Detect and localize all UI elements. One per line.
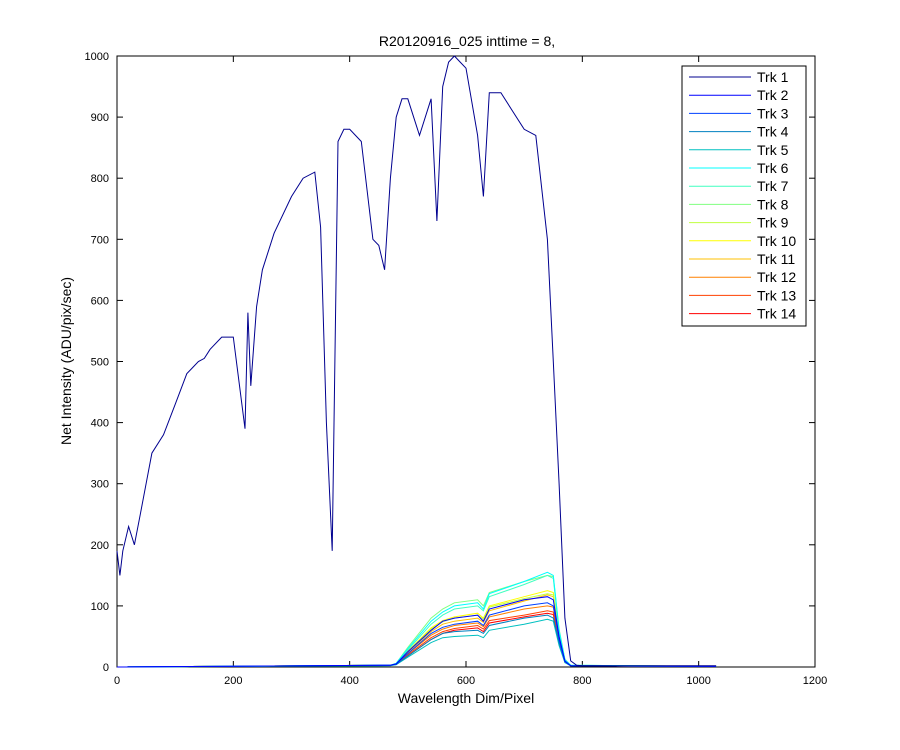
legend-label-trk-2: Trk 2 xyxy=(757,87,789,103)
y-axis-label: Net Intensity (ADU/pix/sec) xyxy=(58,277,74,445)
y-tick-label: 300 xyxy=(91,479,109,491)
x-tick-label: 1000 xyxy=(686,675,710,687)
legend-label-trk-6: Trk 6 xyxy=(757,160,789,176)
legend-label-trk-4: Trk 4 xyxy=(757,124,789,140)
legend-box xyxy=(681,65,807,327)
legend-label-trk-11: Trk 11 xyxy=(757,251,795,267)
series-line-trk-3 xyxy=(116,602,717,668)
y-tick-label: 700 xyxy=(91,234,109,246)
x-tick-label: 1200 xyxy=(803,675,827,687)
series-line-trk-1 xyxy=(116,55,717,667)
y-tick-label: 100 xyxy=(91,601,109,613)
series-lines xyxy=(116,55,717,668)
y-tick-label: 0 xyxy=(103,662,109,674)
y-axis: 0 100 200 300 400 500 600 700 800 900 1000 xyxy=(85,51,815,674)
x-axis: 0 200 400 600 800 1000 1200 xyxy=(114,56,827,687)
y-tick-label: 400 xyxy=(91,418,109,430)
series-line-trk-4 xyxy=(116,614,717,668)
x-tick-label: 0 xyxy=(114,675,120,687)
y-tick-label: 900 xyxy=(91,112,109,124)
legend-label-trk-13: Trk 13 xyxy=(757,287,796,303)
y-tick-label: 1000 xyxy=(85,51,109,63)
y-tick-label: 200 xyxy=(91,540,109,552)
legend-label-trk-12: Trk 12 xyxy=(757,269,796,285)
y-tick-label: 600 xyxy=(91,295,109,307)
legend-label-trk-14: Trk 14 xyxy=(757,306,796,322)
legend-label-trk-8: Trk 8 xyxy=(757,196,789,212)
y-tick-label: 500 xyxy=(91,357,109,369)
y-tick-label: 800 xyxy=(91,173,109,185)
legend: Trk 1 Trk 2 Trk 3 Trk 4 Trk 5 Trk 6 Trk 7 Trk 8… xyxy=(681,65,807,327)
x-tick-label: 800 xyxy=(573,675,591,687)
series-line-trk-5 xyxy=(116,618,717,668)
legend-label-trk-10: Trk 10 xyxy=(757,233,796,249)
legend-label-trk-9: Trk 9 xyxy=(757,215,789,231)
legend-label-trk-7: Trk 7 xyxy=(757,178,789,194)
x-axis-label: Wavelength Dim/Pixel xyxy=(398,690,534,706)
legend-label-trk-3: Trk 3 xyxy=(757,105,789,121)
series-line-trk-2 xyxy=(116,596,717,668)
x-tick-label: 400 xyxy=(340,675,358,687)
x-tick-label: 200 xyxy=(224,675,242,687)
legend-label-trk-1: Trk 1 xyxy=(757,69,789,85)
chart-title: R20120916_025 inttime = 8, xyxy=(379,33,555,49)
legend-label-trk-5: Trk 5 xyxy=(757,142,789,158)
series-line-trk-6 xyxy=(116,571,717,668)
x-tick-label: 600 xyxy=(457,675,475,687)
